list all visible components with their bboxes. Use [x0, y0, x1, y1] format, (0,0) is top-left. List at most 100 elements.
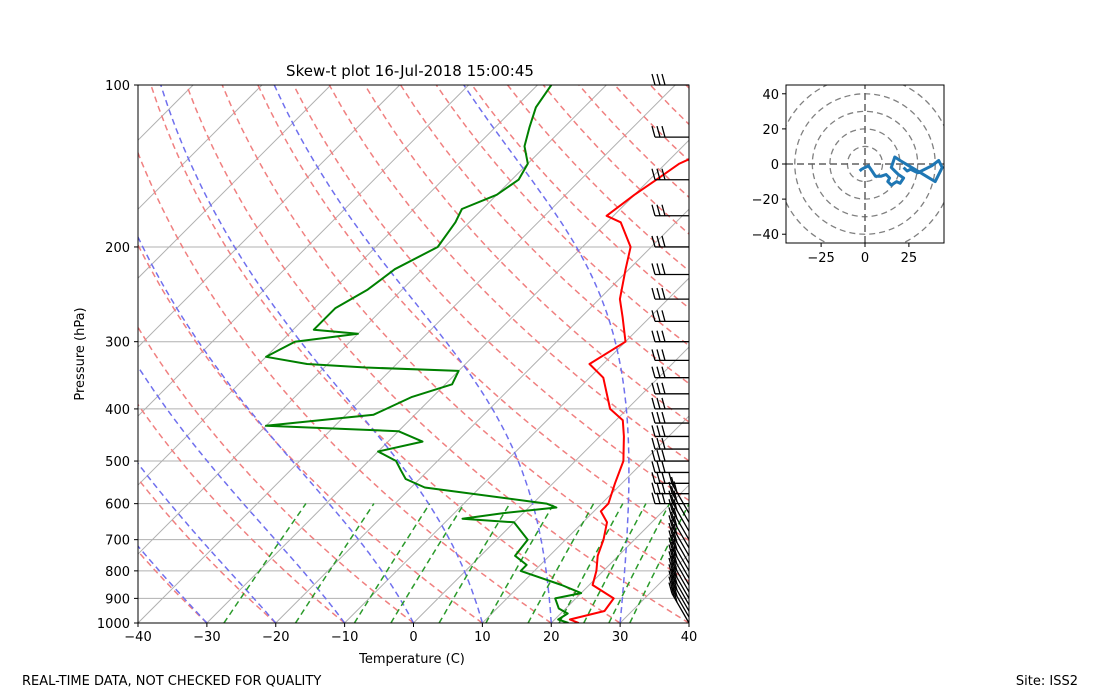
isotherm-line — [138, 85, 263, 210]
hodo-x-tick-label: −25 — [807, 251, 834, 266]
wind-barb-flag — [661, 287, 666, 300]
wind-barb-flag — [651, 235, 656, 248]
wind-barb-flag — [668, 522, 673, 535]
y-tick-label: 300 — [105, 336, 130, 351]
wind-barb-flag — [651, 492, 656, 504]
x-tick-label: −40 — [124, 630, 151, 645]
hodo-y-tick-label: −40 — [752, 228, 779, 243]
wind-barb-flag — [651, 263, 656, 275]
wind-barb-flag — [673, 559, 678, 572]
wind-barb-flag — [651, 330, 656, 342]
isotherm-line — [482, 415, 689, 623]
y-tick-label: 400 — [105, 403, 130, 418]
wind-barb-flag — [651, 382, 656, 394]
wind-barb-flag — [651, 425, 656, 437]
wind-barb-flag — [668, 544, 673, 556]
x-tick-label: 10 — [474, 630, 491, 645]
wind-barb-flag — [668, 530, 673, 542]
moist-adiabat — [463, 85, 630, 623]
wind-barb — [671, 533, 690, 564]
wind-barb-flag — [670, 562, 676, 574]
wind-barb-flag — [668, 576, 673, 588]
isotherm-line — [138, 85, 194, 141]
wind-barb-flag — [661, 461, 666, 473]
wind-barb-flag — [668, 570, 673, 582]
wind-barb-flag — [656, 411, 661, 424]
wind-barb-flag — [651, 397, 656, 410]
wind-barb-flag — [661, 168, 666, 180]
hodograph-line — [858, 155, 944, 187]
wind-barb-flag — [673, 572, 678, 585]
isotherm-line — [550, 484, 689, 623]
wind-barb-flag — [656, 482, 661, 494]
dewpoint-profile — [265, 85, 583, 623]
wind-barb — [671, 575, 690, 606]
y-axis-label: Pressure (hPa) — [73, 307, 88, 400]
wind-barb — [671, 501, 690, 532]
x-tick-label: 20 — [543, 630, 560, 645]
hodo-y-tick-label: −20 — [752, 193, 779, 208]
x-tick-label: 30 — [612, 630, 629, 645]
wind-barb-flag — [651, 73, 656, 86]
wind-barb-flag — [651, 310, 656, 322]
moist-adiabat — [273, 85, 553, 623]
dry-adiabat — [257, 85, 689, 542]
isotherm-line — [138, 85, 401, 348]
wind-barb-flag — [656, 492, 661, 504]
wind-barb-flag — [656, 263, 661, 275]
skew-t-profiles — [265, 85, 689, 623]
chart-title: Skew-t plot 16-Jul-2018 15:00:45 — [286, 62, 534, 80]
wind-barb-flag — [670, 527, 676, 539]
wind-barb — [671, 568, 690, 599]
wind-barb-flag — [668, 515, 673, 527]
isotherm-line — [619, 553, 689, 623]
wind-barb-flag — [668, 472, 673, 484]
moist-adiabat — [160, 85, 484, 623]
wind-barb-flag — [668, 499, 673, 511]
y-tick-label: 100 — [105, 79, 130, 94]
wind-barb-flag — [651, 366, 656, 378]
wind-barb-flag — [656, 73, 661, 86]
wind-barb — [671, 581, 690, 612]
wind-barb-flag — [670, 511, 676, 523]
isotherm-line — [275, 208, 689, 623]
wind-barb-flag — [668, 551, 673, 563]
dry-adiabat — [221, 85, 689, 583]
wind-barb-flag — [661, 449, 666, 462]
moist-adiabat — [138, 365, 346, 623]
dry-adiabat — [150, 85, 621, 623]
mixing-ratio-line — [223, 503, 307, 623]
wind-barb-flag — [651, 204, 656, 216]
y-tick-label: 200 — [105, 241, 130, 256]
dry-adiabat — [578, 85, 689, 199]
wind-barb — [671, 541, 690, 572]
hodo-y-tick-label: 0 — [771, 158, 779, 173]
hodograph-axis-ticks: −25 0 25 −40 −20 0 20 40 — [752, 88, 918, 266]
isotherm-line — [344, 277, 689, 623]
isotherm-line — [0, 85, 55, 623]
wind-barb-flag — [651, 349, 656, 361]
wind-barb-flag — [656, 235, 661, 248]
wind-barb-flag — [661, 437, 666, 450]
wind-barb-flag — [656, 425, 661, 437]
wind-barb-flag — [651, 411, 656, 424]
x-tick-label: −20 — [262, 630, 289, 645]
wind-barb-flag — [673, 553, 678, 565]
dry-adiabat — [435, 85, 689, 347]
dry-adiabat — [364, 85, 689, 423]
y-tick-label: 600 — [105, 498, 130, 513]
wind-barb-flag — [668, 507, 673, 519]
wind-barb-flag — [670, 548, 676, 561]
site-label: Site: ISS2 — [1015, 674, 1078, 689]
hodograph-trace — [858, 155, 944, 187]
hodo-y-tick-label: 20 — [762, 123, 779, 138]
temperature-profile — [568, 158, 689, 623]
wind-barb — [671, 555, 690, 586]
wind-barb-flag — [651, 287, 656, 300]
wind-barb-flag — [651, 482, 656, 494]
wind-barb-flag — [651, 461, 656, 473]
wind-barb-flag — [656, 449, 661, 462]
dry-adiabat — [138, 403, 346, 623]
mixing-ratio-line — [558, 503, 624, 623]
wind-barb-flag — [670, 574, 676, 587]
